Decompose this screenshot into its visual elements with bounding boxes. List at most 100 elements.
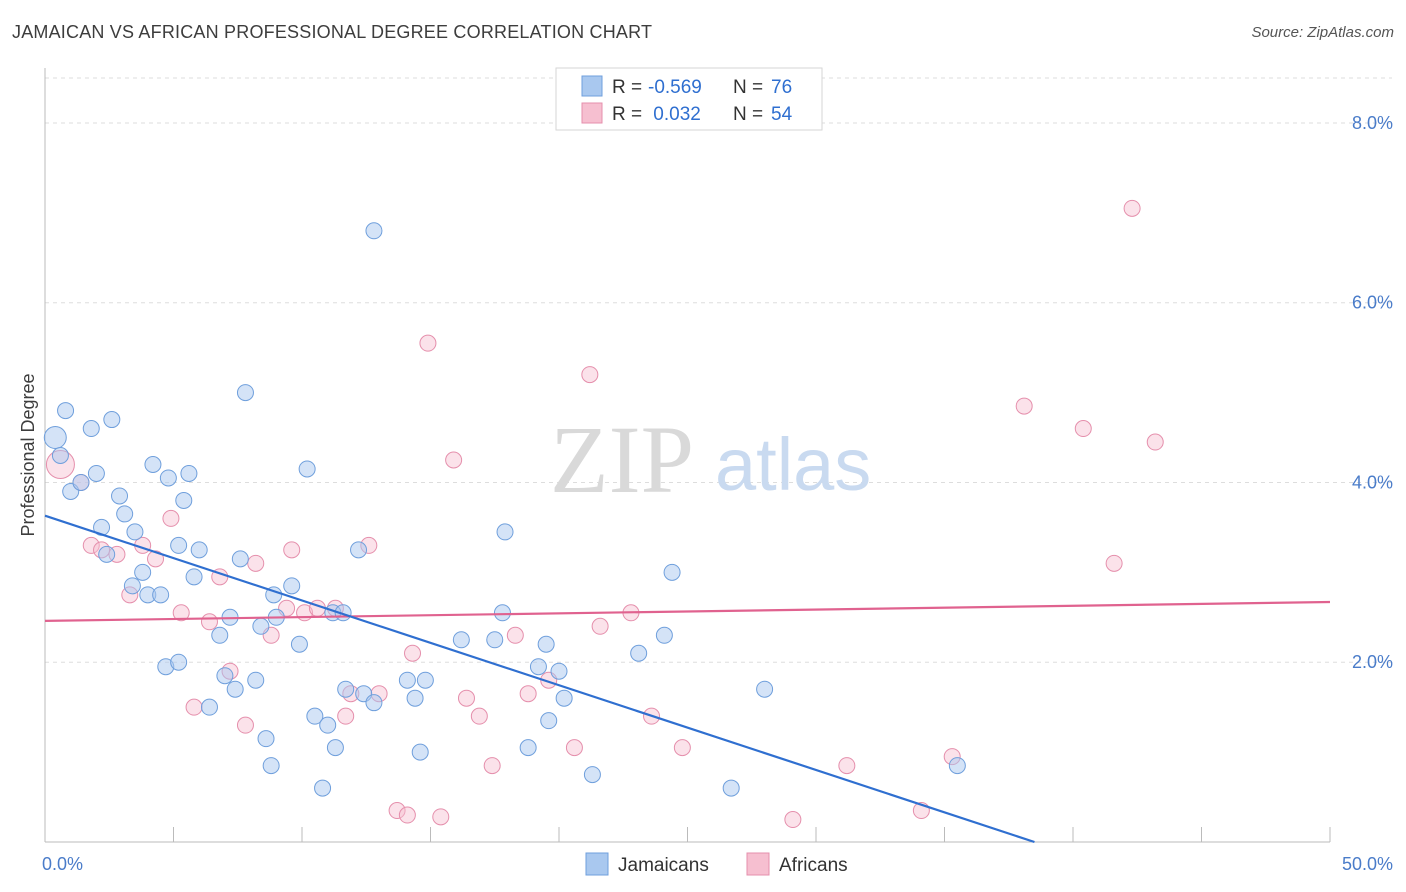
watermark-atlas: atlas [715,423,871,506]
trend-line-africans [44,600,1331,622]
point-jamaicans-10 [116,505,134,523]
stats-r-value-pink: 0.032 [648,104,701,125]
trend-lines [44,514,1331,844]
point-africans-44 [784,811,802,829]
point-jamaicans-6 [87,464,105,482]
grid-lines [45,77,1392,663]
point-jamaicans-67 [583,766,601,784]
point-jamaicans-40 [216,667,234,685]
point-africans-2 [82,536,100,554]
point-jamaicans-43 [257,730,275,748]
stats-r-label-pink: R = [612,104,642,125]
point-africans-32 [457,689,475,707]
stats-r-value-blue: -0.569 [648,77,702,98]
watermark: ZIP atlas [550,406,871,513]
point-jamaicans-58 [486,631,504,649]
point-jamaicans-8 [103,411,121,429]
point-jamaicans-2 [57,402,75,420]
source-credit: Source: ZipAtlas.com [1251,24,1394,41]
point-africans-29 [419,334,437,352]
watermark-zip: ZIP [550,406,694,513]
point-jamaicans-48 [326,739,344,757]
point-jamaicans-71 [722,779,740,797]
point-africans-8 [162,509,180,527]
point-africans-35 [506,626,524,644]
point-jamaicans-14 [159,469,177,487]
point-africans-48 [1015,397,1033,415]
point-jamaicans-21 [152,586,170,604]
point-jamaicans-72 [756,680,774,698]
point-africans-40 [591,617,609,635]
point-africans-31 [445,451,463,469]
point-jamaicans-51 [365,694,383,712]
point-africans-36 [519,685,537,703]
stats-n-value-pink: 54 [771,104,793,125]
point-jamaicans-69 [655,626,673,644]
point-africans-45 [838,757,856,775]
stats-legend: R = -0.569 N = 76 R = 0.032 N = 54 [555,67,823,131]
point-africans-10 [185,698,203,716]
point-jamaicans-19 [134,563,152,581]
point-jamaicans-24 [236,384,254,402]
stats-legend-swatch-blue [581,75,603,97]
point-jamaicans-26 [252,617,270,635]
x-tick-label-min: 0.0% [42,854,83,874]
point-jamaicans-66 [555,689,573,707]
point-jamaicans-23 [185,568,203,586]
point-jamaicans-49 [337,680,355,698]
point-jamaicans-64 [540,712,558,730]
point-jamaicans-5 [82,420,100,438]
point-africans-33 [470,707,488,725]
point-jamaicans-16 [170,536,188,554]
point-africans-11 [200,613,218,631]
jamaicans-points [43,222,966,797]
stats-r-label-blue: R = [612,77,642,98]
y-tick-label-1: 4.0% [1352,472,1393,492]
point-jamaicans-11 [126,523,144,541]
point-jamaicans-42 [247,671,265,689]
point-jamaicans-53 [416,671,434,689]
point-africans-50 [1105,554,1123,572]
point-africans-15 [247,554,265,572]
point-jamaicans-36 [211,626,229,644]
point-africans-49 [1074,420,1092,438]
point-jamaicans-4 [72,473,90,491]
point-jamaicans-59 [493,604,511,622]
point-jamaicans-47 [319,716,337,734]
point-jamaicans-41 [226,680,244,698]
legend-swatch-africans [746,852,770,876]
point-jamaicans-57 [452,631,470,649]
point-africans-43 [673,739,691,757]
point-africans-52 [1146,433,1164,451]
point-jamaicans-30 [298,460,316,478]
point-jamaicans-29 [283,577,301,595]
stats-legend-swatch-pink [581,102,603,124]
x-tick-label-max: 50.0% [1342,854,1393,874]
y-tick-label-0: 2.0% [1352,652,1393,672]
point-africans-27 [398,806,416,824]
point-africans-7 [147,550,165,568]
legend-label-jamaicans: Jamaicans [618,855,709,876]
point-jamaicans-45 [290,635,308,653]
point-jamaicans-62 [529,658,547,676]
point-africans-22 [337,707,355,725]
chart-title: JAMAICAN VS AFRICAN PROFESSIONAL DEGREE … [12,22,653,42]
point-africans-51 [1123,199,1141,217]
point-jamaicans-1 [51,447,69,465]
point-africans-39 [581,366,599,384]
point-jamaicans-63 [537,635,555,653]
point-africans-38 [565,739,583,757]
legend-swatch-jamaicans [585,852,609,876]
point-africans-34 [483,757,501,775]
point-jamaicans-15 [175,491,193,509]
y-tick-label-3: 8.0% [1352,113,1393,133]
stats-n-value-blue: 76 [771,77,792,98]
point-jamaicans-70 [663,563,681,581]
axes [44,68,1331,843]
point-jamaicans-34 [365,222,383,240]
point-jamaicans-46 [306,707,324,725]
point-jamaicans-54 [406,689,424,707]
point-jamaicans-9 [111,487,129,505]
point-jamaicans-13 [144,455,162,473]
point-jamaicans-17 [180,464,198,482]
